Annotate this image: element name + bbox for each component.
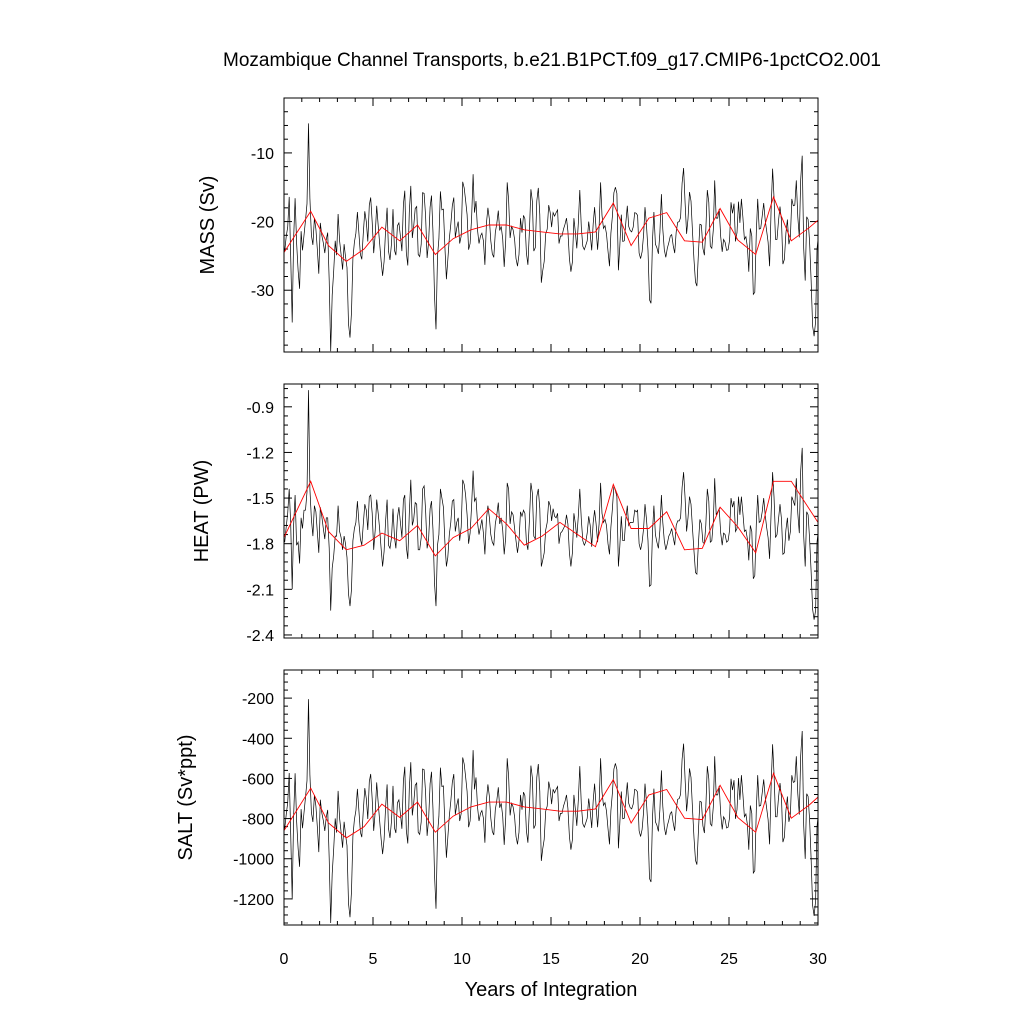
y-tick-label: -2.1 [246, 582, 274, 599]
chart-title: Mozambique Channel Transports, b.e21.B1P… [223, 50, 881, 71]
y-tick-label: -1.5 [246, 491, 274, 508]
y-tick-label: -0.9 [246, 400, 274, 417]
panel-3: -200 -400 -600 -800 -1000 -1200 SALT (Sv*ppt) 0… [175, 669, 827, 968]
y-tick-label: -20 [251, 215, 274, 232]
y-tick-label: -30 [251, 283, 274, 300]
y-tick-label: -10 [251, 146, 274, 163]
y-tick-label: -800 [242, 812, 274, 829]
y-tick-label: -1.2 [246, 445, 274, 462]
y-tick-label: -200 [242, 691, 274, 708]
x-tick-label: 30 [809, 951, 827, 968]
x-tick-label: 25 [720, 951, 738, 968]
y-tick-label: -1000 [233, 852, 274, 869]
y-tick-label: -2.4 [246, 628, 274, 645]
x-tick-label: 0 [280, 951, 289, 968]
x-axis-label: Years of Integration [465, 979, 638, 1001]
y-tick-label: -1.8 [246, 537, 274, 554]
y-axis-label: MASS (Sv) [197, 176, 219, 275]
monthly-series-line [284, 390, 818, 620]
plot-frame [283, 383, 819, 639]
y-tick-label: -600 [242, 771, 274, 788]
y-axis-label: SALT (Sv*ppt) [175, 735, 197, 861]
y-tick-label: -400 [242, 731, 274, 748]
x-tick-label: 20 [631, 951, 649, 968]
x-tick-label: 5 [369, 951, 378, 968]
monthly-series-line [284, 123, 818, 352]
panel-1: -10 -20 -30 MASS (Sv) [197, 97, 819, 353]
x-tick-label: 15 [542, 951, 560, 968]
plot-frame [283, 97, 819, 353]
annual-mean-line [284, 771, 818, 839]
monthly-series-line [284, 699, 818, 924]
y-axis-label: HEAT (PW) [191, 460, 213, 563]
plot-frame [283, 669, 819, 926]
panel-2: -0.9 -1.2 -1.5 -1.8 -2.1 -2.4 HEAT (PW) [191, 383, 819, 645]
annual-mean-line [284, 480, 818, 557]
annual-mean-line [284, 195, 818, 262]
y-tick-label: -1200 [233, 892, 274, 909]
x-tick-label: 10 [453, 951, 471, 968]
